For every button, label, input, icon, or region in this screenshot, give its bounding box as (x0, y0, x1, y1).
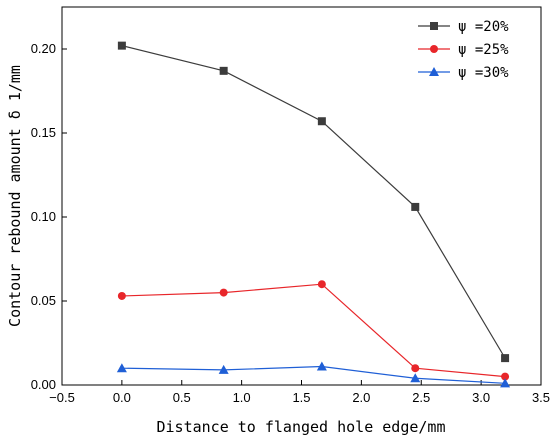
series-line (121, 365, 506, 384)
data-point (316, 361, 327, 371)
series-3 (116, 361, 511, 388)
data-point (501, 354, 510, 363)
series-1 (117, 41, 510, 363)
series-line (121, 45, 506, 359)
y-axis-title: Contour rebound amount δ 1/mm (6, 65, 24, 327)
data-point (218, 364, 229, 374)
series-2 (117, 280, 510, 381)
legend-marker (430, 45, 438, 53)
legend: ψ =20% ψ =25% ψ =30% (418, 19, 509, 81)
legend-marker (429, 67, 439, 76)
y-tick-label: 0.10 (31, 209, 56, 224)
legend-item: ψ =25% (418, 42, 509, 58)
data-point (117, 291, 126, 300)
x-tick-label: 1.0 (233, 390, 251, 405)
x-tick-label: −0.5 (49, 390, 75, 405)
series-layer (116, 41, 511, 388)
data-point (219, 66, 228, 75)
x-tick-label: 0.0 (113, 390, 131, 405)
data-point (116, 363, 127, 373)
legend-marker (430, 22, 438, 30)
data-point (317, 280, 326, 289)
legend-label: ψ =30% (458, 65, 509, 81)
x-tick-label: 3.5 (532, 390, 550, 405)
y-tick-label: 0.00 (31, 377, 56, 392)
y-tick-label: 0.20 (31, 41, 56, 56)
plot-frame (61, 6, 542, 386)
data-point (411, 364, 420, 373)
x-tick-label: 2.5 (412, 390, 430, 405)
data-point (501, 372, 510, 381)
x-tick-label: 2.0 (352, 390, 370, 405)
data-point (410, 373, 421, 383)
x-tick-label: 1.5 (292, 390, 310, 405)
data-point (411, 202, 420, 211)
data-point (219, 288, 228, 297)
legend-item: ψ =30% (418, 65, 509, 81)
y-tick-label: 0.15 (31, 125, 56, 140)
data-point (500, 378, 511, 388)
x-tick-label: 3.0 (472, 390, 490, 405)
legend-label: ψ =20% (458, 19, 509, 35)
axis-ticks: −0.5 0.0 0.5 1.0 1.5 2.0 2.5 3.0 3.5 0.00 0.05 0.10… (31, 41, 550, 405)
y-tick-label: 0.05 (31, 293, 56, 308)
data-point (317, 117, 326, 126)
legend-label: ψ =25% (458, 42, 509, 58)
legend-item: ψ =20% (418, 19, 509, 35)
x-axis-title: Distance to flanged hole edge/mm (157, 418, 446, 436)
x-tick-label: 0.5 (173, 390, 191, 405)
data-point (117, 41, 126, 50)
series-line (121, 283, 506, 378)
